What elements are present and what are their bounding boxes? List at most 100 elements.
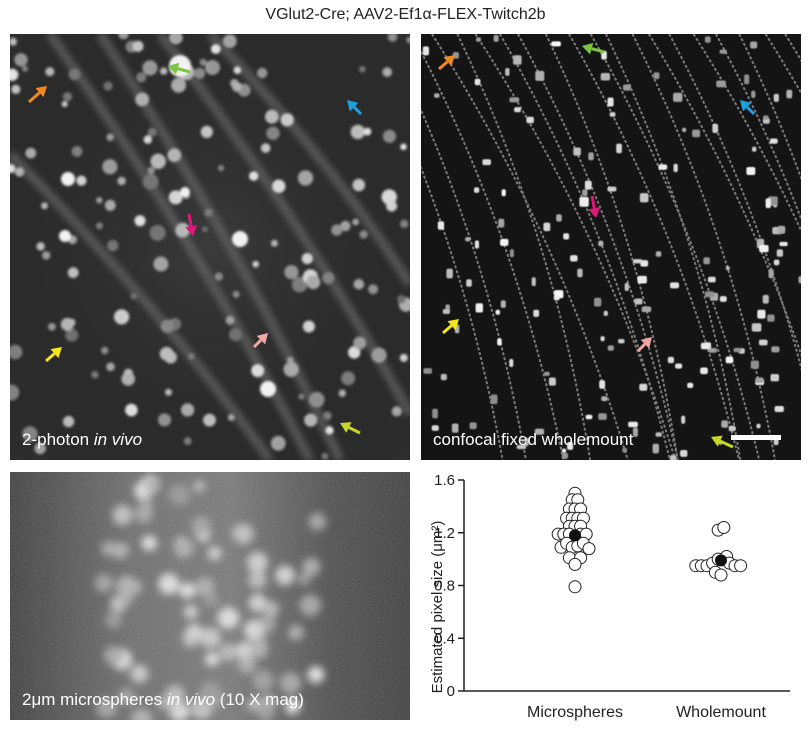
neuron-soma [755, 377, 764, 384]
magenta-arrow-shaft [187, 213, 193, 227]
microspheres-image [10, 472, 410, 720]
neuron-soma [633, 427, 638, 437]
figure-title: VGlut2-Cre; AAV2-Ef1α-FLEX-Twitch2b [265, 6, 546, 23]
neuron-soma [624, 282, 629, 291]
neuron-soma [440, 373, 447, 381]
neuron-soma [25, 147, 37, 159]
neuron-soma [777, 225, 786, 234]
neuron-soma [400, 219, 409, 228]
neuron-soma [769, 138, 778, 144]
neuron-soma [498, 218, 505, 228]
neuron-soma [338, 389, 346, 397]
neuron-soma [280, 113, 294, 127]
data-point [717, 521, 731, 534]
neuron-soma [623, 84, 631, 91]
blue-arrow-shaft [746, 106, 756, 116]
neuron-soma [584, 180, 592, 190]
neuron-soma [669, 455, 677, 460]
neuron-soma [368, 284, 379, 295]
lime-arrow-shaft [348, 426, 361, 435]
neuron-soma [437, 221, 445, 230]
orange-arrow [443, 55, 455, 67]
neuron-soma [451, 423, 459, 433]
neuron-soma [270, 239, 278, 247]
mean-point [715, 554, 727, 567]
neuron-soma [160, 319, 175, 333]
neuron-soma [798, 276, 801, 284]
neuron-soma [214, 272, 223, 281]
neuron-soma [181, 403, 195, 417]
neuron-soma [165, 388, 172, 396]
neuron-soma [509, 358, 514, 367]
neuron-soma [208, 61, 221, 74]
neuron-soma [639, 383, 648, 391]
neuron-soma [272, 179, 286, 193]
neuron-soma [599, 380, 606, 389]
neuron-soma [11, 84, 21, 94]
neuron-soma [227, 414, 235, 421]
y-tick-label: 1.6 [434, 472, 455, 489]
neuron-soma [229, 328, 242, 342]
neuron-soma [382, 67, 393, 77]
neuron-soma [465, 237, 471, 242]
neuron-soma [533, 309, 540, 317]
neuron-soma [639, 193, 649, 203]
neuron-soma [716, 80, 726, 88]
neuron-soma [101, 346, 109, 355]
neuron-soma [700, 342, 710, 350]
neuron-soma [763, 115, 769, 120]
neuron-soma [692, 129, 701, 138]
neuron-soma [652, 443, 659, 454]
neuron-soma [704, 36, 711, 43]
neuron-soma [34, 442, 46, 455]
neuron-soma [628, 421, 638, 428]
neuron-soma [750, 41, 758, 49]
neuron-soma [779, 241, 788, 247]
neuron-soma [573, 147, 581, 156]
neuron-soma [125, 403, 138, 417]
neuron-soma [306, 275, 321, 290]
neuron-soma [68, 68, 81, 81]
neuron-soma [118, 34, 129, 40]
neuron-soma [233, 66, 242, 74]
neuron-soma [681, 415, 686, 424]
neuron-soma [204, 208, 213, 217]
neuron-soma [505, 68, 510, 76]
confocal-caption: confocal fixed wholemount [433, 430, 634, 449]
y-axis-label: Estimated pixel size (μm²) [429, 521, 446, 694]
neuron-soma [719, 296, 727, 302]
neuron-soma [175, 222, 190, 238]
neuron-soma [359, 66, 366, 73]
lime-arrow-shaft [719, 439, 734, 449]
neuron-soma [359, 230, 368, 239]
neuron-soma [495, 309, 501, 315]
neuron-soma [776, 249, 783, 257]
neuron-soma [231, 81, 242, 92]
neuron-soma [14, 53, 28, 67]
data-point [734, 559, 748, 573]
neuron-soma [399, 353, 408, 362]
neuron-soma [616, 143, 622, 154]
neuron-soma [514, 107, 521, 113]
neuron-soma [400, 143, 407, 151]
neuron-soma [297, 170, 314, 186]
neuron-soma [10, 384, 20, 401]
blue-arrow-shaft [353, 106, 363, 116]
neuron-soma [712, 123, 719, 133]
neuron-soma [134, 215, 146, 227]
bright-neuron [232, 231, 248, 247]
pixel-size-chart: 0 0.4 0.8 1.2 1.6 Microspheres Wholemount Esti… [429, 472, 790, 721]
neuron-soma [543, 222, 551, 232]
neuron-soma [556, 214, 562, 222]
data-point [582, 542, 596, 556]
neuron-soma [579, 196, 589, 207]
lime-arrow [711, 435, 723, 447]
neuron-soma [756, 423, 761, 429]
data-point [568, 580, 582, 594]
neuron-soma [758, 339, 768, 346]
neuron-soma [516, 444, 527, 450]
neuron-soma [531, 277, 536, 287]
neuron-soma [62, 92, 73, 102]
neuron-soma [147, 166, 155, 175]
neuron-soma [348, 346, 361, 359]
